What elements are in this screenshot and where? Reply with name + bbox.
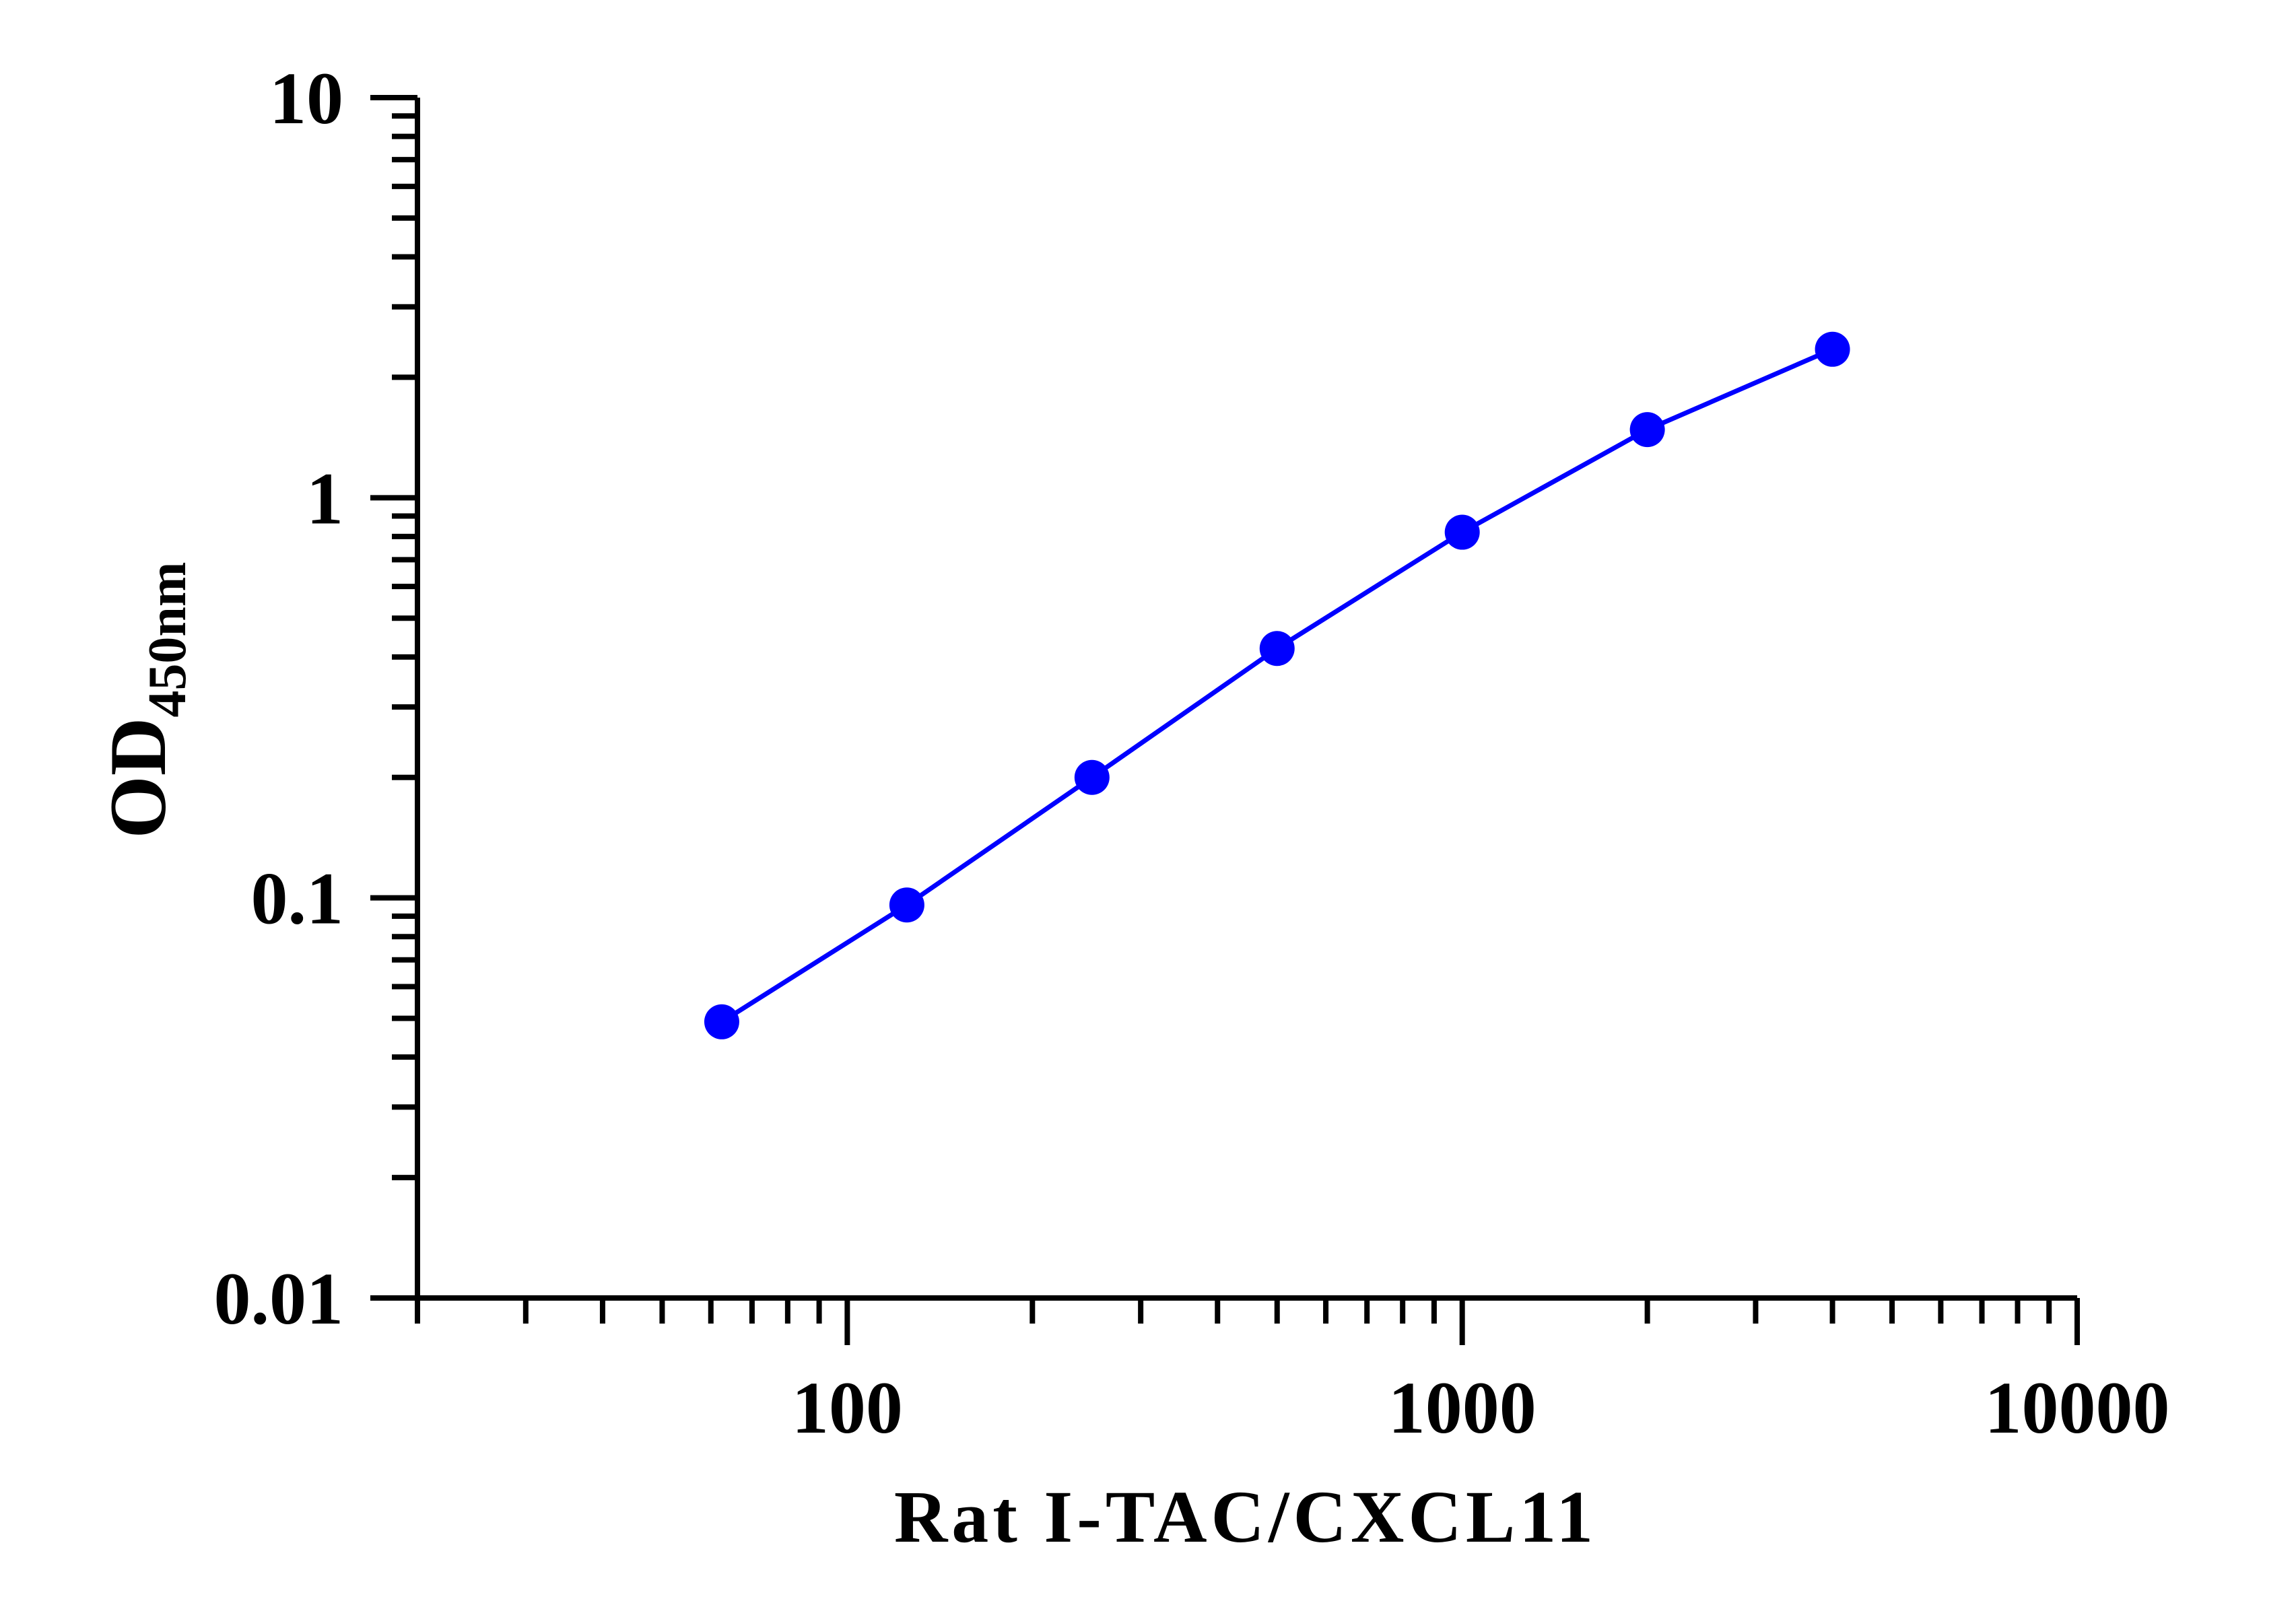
x-axis-label: Rat I-TAC/CXCL11 [894,1476,1597,1558]
data-point [1259,631,1295,666]
data-series [704,331,1850,1039]
x-tick-label: 1000 [1388,1367,1537,1449]
y-axis-label-subscript: 450nm [138,561,197,717]
y-tick-label: 10 [269,57,343,139]
axis-tick-labels: 100 1000 10000 10 1 0.1 0.01 [214,57,2170,1449]
data-point [704,1004,739,1039]
data-point [889,887,924,923]
x-tick-label: 100 [792,1367,903,1449]
data-point [1074,759,1110,795]
data-point [1815,331,1850,367]
x-tick-label: 10000 [1985,1367,2170,1449]
data-point [1444,514,1480,550]
y-tick-label: 0.1 [251,858,344,940]
y-tick-label: 0.01 [214,1258,344,1340]
data-point [1629,412,1665,448]
y-axis-label-main: OD [93,718,182,839]
y-axis-label: OD450nm [93,561,197,838]
y-tick-label: 1 [306,457,343,539]
axis-ticks [370,95,2080,1345]
axes [415,98,2077,1301]
y-axis-label-group: OD450nm [93,561,197,838]
series-line [720,347,1833,1024]
